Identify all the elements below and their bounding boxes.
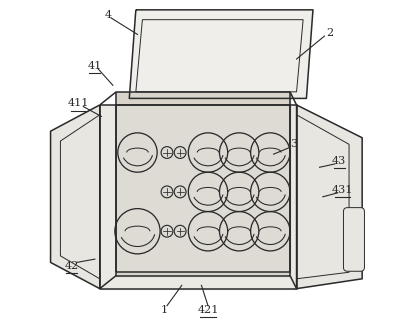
Text: 42: 42 bbox=[65, 261, 79, 271]
Polygon shape bbox=[100, 105, 297, 289]
Text: 43: 43 bbox=[332, 156, 347, 166]
Text: 1: 1 bbox=[160, 305, 167, 315]
Text: 3: 3 bbox=[290, 139, 297, 149]
Text: 431: 431 bbox=[332, 185, 353, 195]
Text: 2: 2 bbox=[326, 28, 333, 38]
Polygon shape bbox=[297, 105, 362, 289]
Text: 41: 41 bbox=[88, 61, 102, 71]
Polygon shape bbox=[116, 92, 290, 276]
Text: 4: 4 bbox=[104, 10, 111, 20]
FancyBboxPatch shape bbox=[344, 208, 364, 271]
Polygon shape bbox=[51, 105, 100, 289]
Polygon shape bbox=[129, 10, 313, 98]
Polygon shape bbox=[116, 105, 290, 272]
Text: 421: 421 bbox=[197, 305, 219, 315]
Text: 411: 411 bbox=[68, 98, 89, 108]
